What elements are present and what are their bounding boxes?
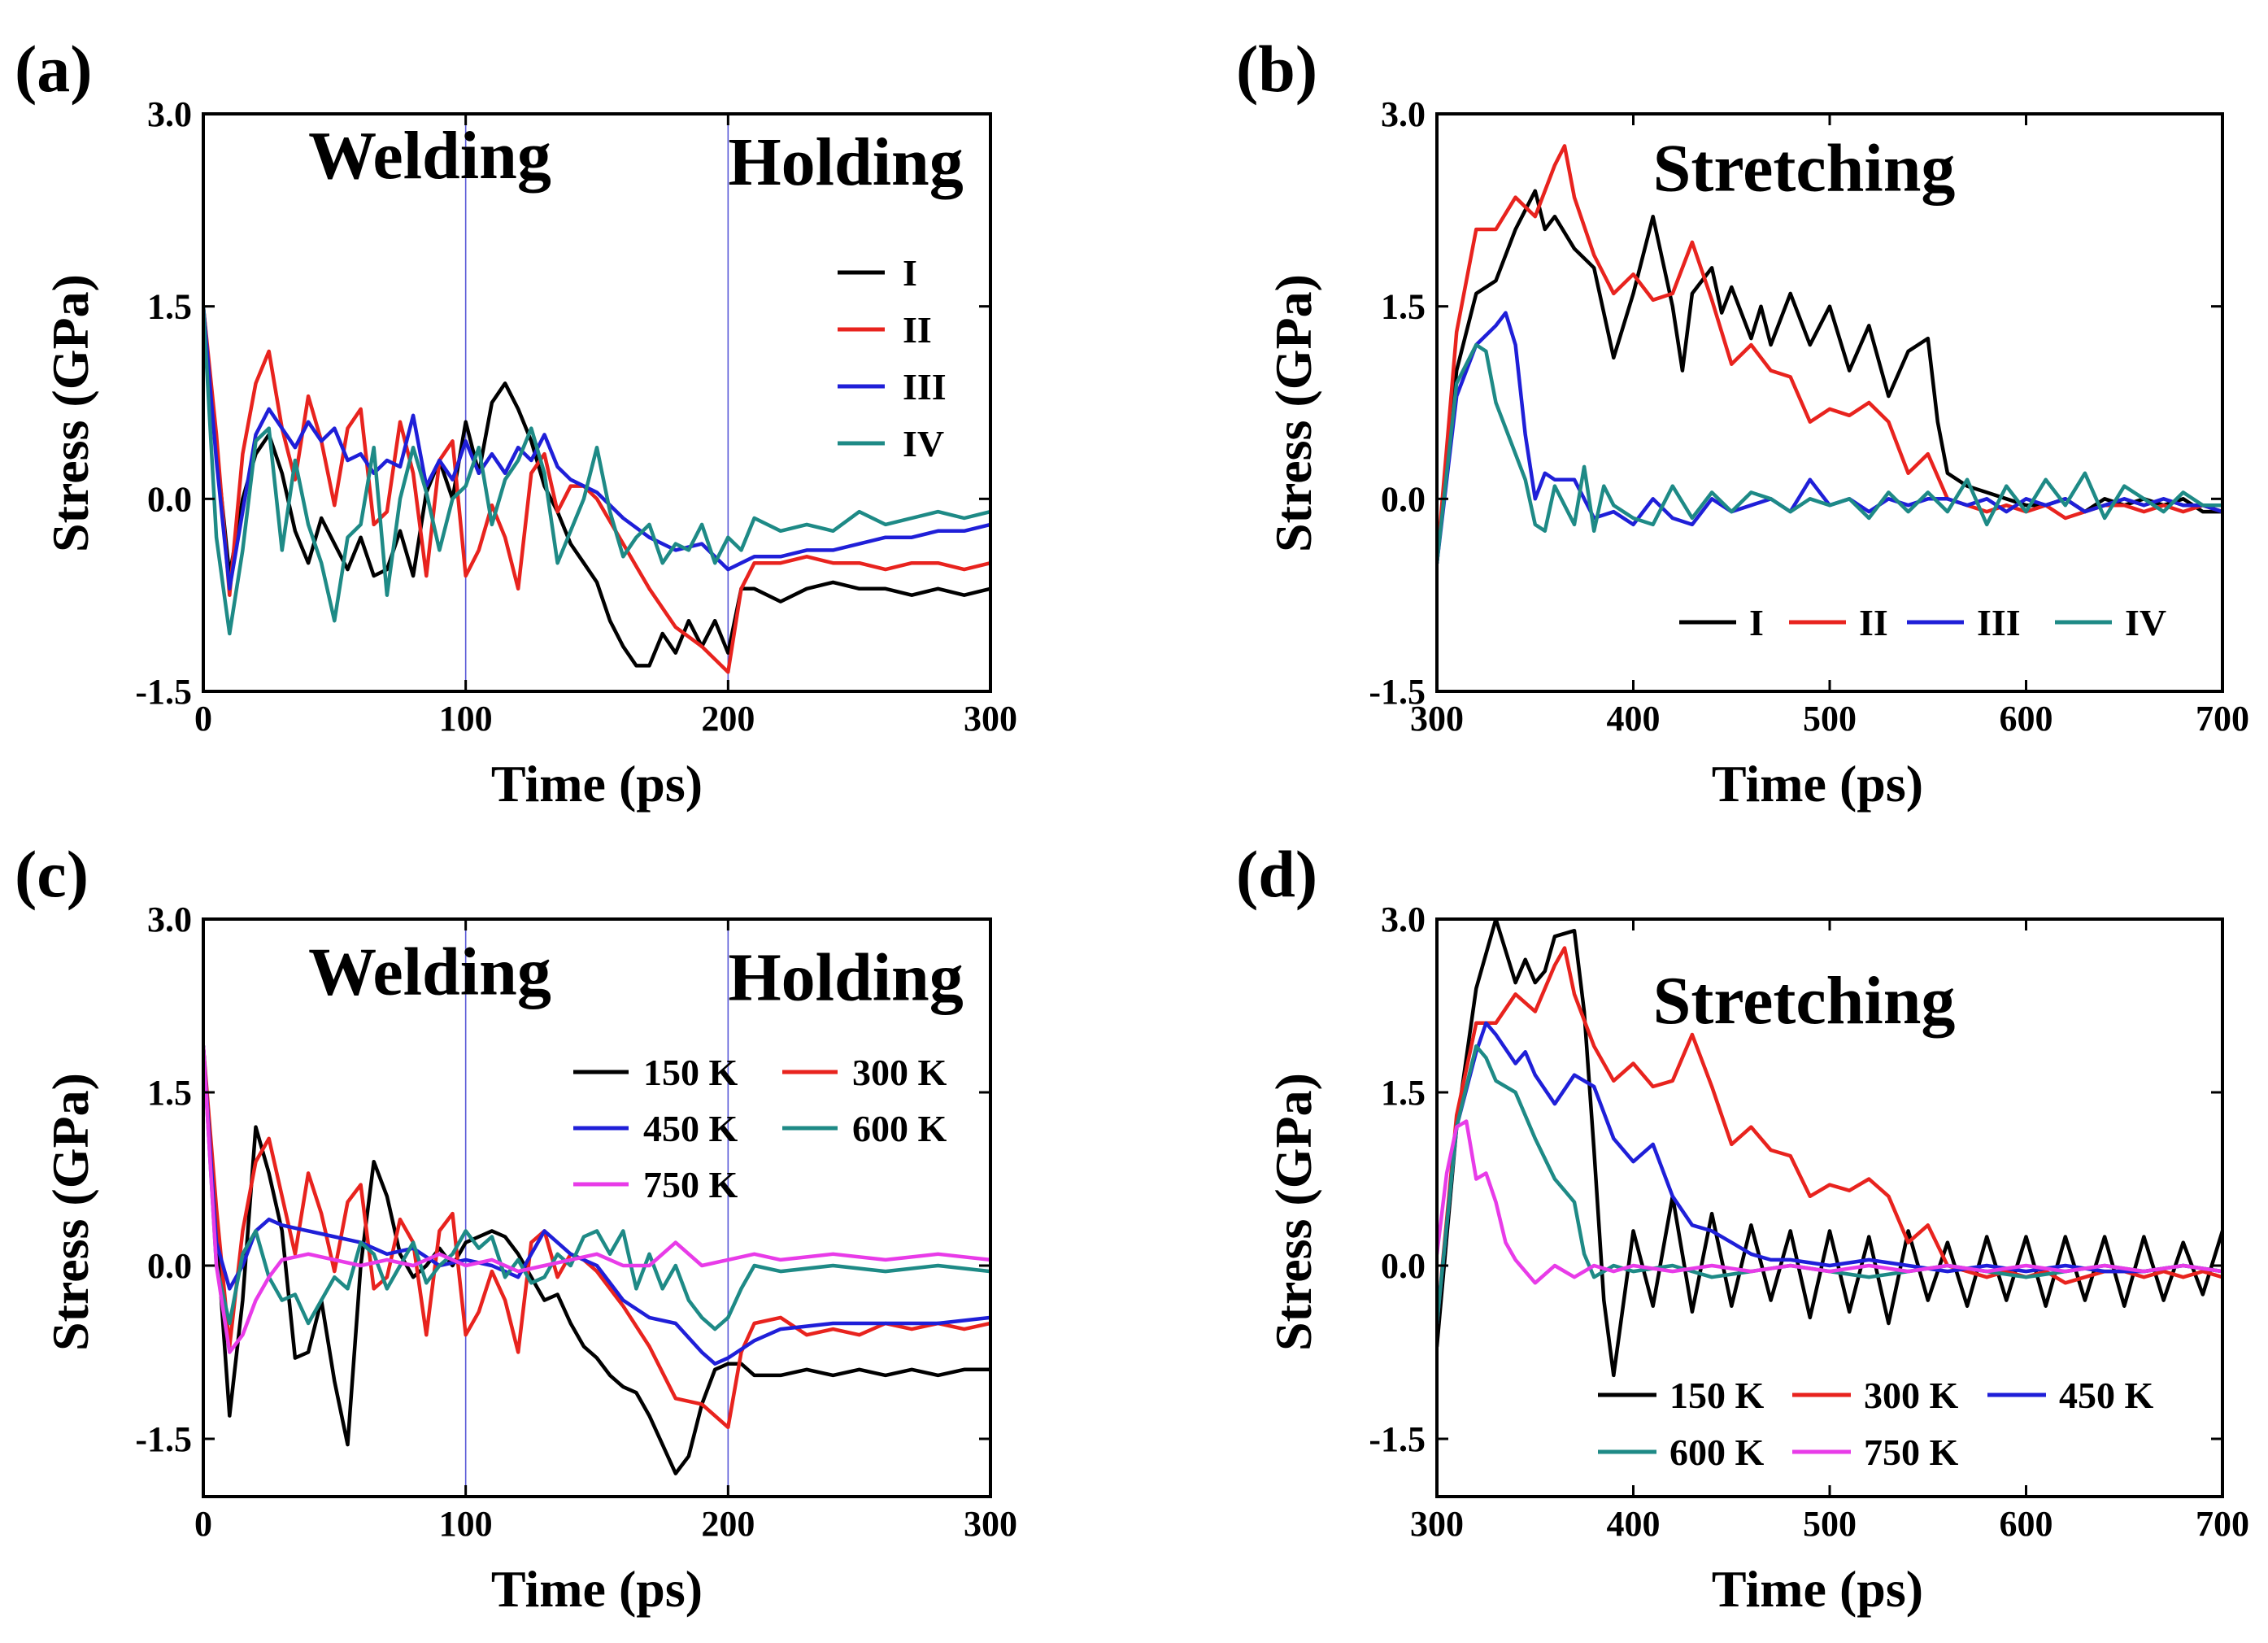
panel-a-legend-label-iii: III xyxy=(903,366,947,407)
panel-b-ytick-label: 3.0 xyxy=(1381,94,1426,134)
panel-d-series-450-k-line xyxy=(1437,1021,2222,1326)
panel-d-ytick-label: 3.0 xyxy=(1381,900,1426,939)
panel-d-xtick-label: 600 xyxy=(2000,1504,2053,1544)
panel-a-ytick-label: 3.0 xyxy=(147,94,192,134)
panel-a-legend-label-ii: II xyxy=(903,309,932,351)
panel-a-axes-frame xyxy=(202,112,992,693)
panel-c-annotation-welding: Welding xyxy=(308,934,551,1009)
panel-c-legend: 150 K 300 K 450 K 600 K 750 K xyxy=(573,1052,947,1205)
panel-b-label: (b) xyxy=(1236,32,1317,106)
panel-c-series-150-k-line xyxy=(203,1044,990,1475)
panel-b-xtick-label: 500 xyxy=(1803,699,1857,739)
panel-d-xtick-label: 500 xyxy=(1803,1504,1857,1544)
panel-c-ytick-label: 1.5 xyxy=(147,1073,192,1113)
panel-c-xtick-label: 300 xyxy=(964,1504,1017,1544)
panel-b-series-iii-line xyxy=(1437,311,2222,565)
panel-c-legend-label-750-k: 750 K xyxy=(643,1164,738,1205)
panel-a-annotation-welding: Welding xyxy=(308,118,551,194)
panel-c-ytick-label: 3.0 xyxy=(147,900,192,939)
panel-c-ytick-label: 0.0 xyxy=(147,1246,192,1286)
panel-c-legend-label-600-k: 600 K xyxy=(852,1108,947,1149)
panel-b-xlabel: Time (ps) xyxy=(1712,755,1923,813)
panel-d-legend-label-450-k: 450 K xyxy=(2059,1375,2154,1416)
panel-a-xtick-label: 100 xyxy=(439,699,493,739)
panel-c-xlabel: Time (ps) xyxy=(491,1560,703,1618)
panel-d-legend-label-300-k: 300 K xyxy=(1864,1375,1959,1416)
panel-b-legend-label-iv: IV xyxy=(2125,602,2166,643)
panel-b-ytick-label: 0.0 xyxy=(1381,479,1426,519)
panel-a-annotation-holding: Holding xyxy=(728,124,963,200)
panel-a-series-iii-line xyxy=(203,304,990,591)
panel-c-legend-label-300-k: 300 K xyxy=(852,1052,947,1093)
panel-b-xtick-label: 300 xyxy=(1410,699,1464,739)
panel-d-legend-label-750-k: 750 K xyxy=(1864,1432,1959,1473)
panel-a-label: (a) xyxy=(15,32,93,106)
panel-d: (d) Stress (GPa) Time (ps) 300 400 500 600 7… xyxy=(1236,837,2249,1618)
panel-c-axes-frame xyxy=(202,917,992,1498)
panel-d-xtick-label: 400 xyxy=(1607,1504,1661,1544)
panel-c-ytick-label: -1.5 xyxy=(135,1419,192,1459)
panel-a-ytick-label: -1.5 xyxy=(135,672,192,712)
panel-b-legend-label-iii: III xyxy=(1977,602,2021,643)
panel-c-xtick-label: 200 xyxy=(701,1504,755,1544)
panel-c-ylabel: Stress (GPa) xyxy=(41,1073,99,1351)
panel-c-xtick-label: 100 xyxy=(439,1504,493,1544)
panel-d-ytick-label: -1.5 xyxy=(1369,1419,1426,1459)
panel-b-annotation-stretching: Stretching xyxy=(1653,131,1956,207)
panel-d-label: (d) xyxy=(1236,837,1317,911)
panel-b-ytick-label: -1.5 xyxy=(1369,672,1426,712)
panel-b: (b) Stress (GPa) Time (ps) 300 400 500 600 7… xyxy=(1236,32,2249,813)
panel-b-xtick-label: 400 xyxy=(1607,699,1661,739)
panel-c: (c) Stress (GPa) Time (ps) 0 100 200 300 -1.… xyxy=(15,837,1017,1618)
panel-b-legend-label-i: I xyxy=(1749,602,1764,643)
panel-a-series-ii-line xyxy=(203,304,990,674)
panel-d-xlabel: Time (ps) xyxy=(1712,1560,1923,1618)
panel-b-ylabel: Stress (GPa) xyxy=(1265,274,1322,552)
panel-d-series-750-k-line xyxy=(1437,1119,2222,1285)
panel-d-series-300-k-line xyxy=(1437,946,2222,1326)
panel-b-series-iv-line xyxy=(1437,342,2222,565)
panel-a-xtick-label: 300 xyxy=(964,699,1017,739)
panel-a-ytick-label: 0.0 xyxy=(147,479,192,519)
panel-a-series-iv-line xyxy=(203,304,990,636)
panel-d-annotation-stretching: Stretching xyxy=(1653,963,1956,1039)
panel-c-legend-label-150-k: 150 K xyxy=(643,1052,738,1093)
panel-d-xtick-label: 300 xyxy=(1410,1504,1464,1544)
panel-c-annotation-holding: Holding xyxy=(728,939,963,1015)
panel-b-legend: I II III IV xyxy=(1679,602,2166,643)
panel-d-ytick-label: 1.5 xyxy=(1381,1073,1426,1113)
panel-d-xtick-label: 700 xyxy=(2196,1504,2249,1544)
panel-c-series-450-k-line xyxy=(203,1044,990,1366)
panel-a-xtick-label: 200 xyxy=(701,699,755,739)
panel-a-legend-label-i: I xyxy=(903,252,917,294)
panel-c-series-300-k-line xyxy=(203,1044,990,1430)
panel-b-ytick-label: 1.5 xyxy=(1381,287,1426,327)
panel-a-xtick-label: 0 xyxy=(194,699,212,739)
panel-a-ylabel: Stress (GPa) xyxy=(41,274,99,552)
panel-d-ylabel: Stress (GPa) xyxy=(1265,1073,1322,1351)
panel-c-xtick-label: 0 xyxy=(194,1504,212,1544)
panel-a-ytick-label: 1.5 xyxy=(147,287,192,327)
panel-d-plot-area: 300 400 500 600 700 -1.5 0.0 1.5 3.0 Stretching 15… xyxy=(1369,900,2249,1544)
panel-b-xtick-label: 600 xyxy=(2000,699,2053,739)
panel-a: (a) Stress (GPa) Time (ps) 0 100 200 300 -1.… xyxy=(15,32,1017,813)
panel-d-legend-label-600-k: 600 K xyxy=(1669,1432,1765,1473)
panel-c-series-750-k-line xyxy=(203,1044,990,1354)
panel-b-legend-label-ii: II xyxy=(1859,602,1888,643)
panel-a-legend-label-iv: IV xyxy=(903,423,944,464)
panel-c-legend-label-450-k: 450 K xyxy=(643,1108,738,1149)
panel-d-ytick-label: 0.0 xyxy=(1381,1246,1426,1286)
panel-d-legend-label-150-k: 150 K xyxy=(1669,1375,1765,1416)
panel-b-xtick-label: 700 xyxy=(2196,699,2249,739)
panel-c-plot-area: 0 100 200 300 -1.5 0.0 1.5 3.0 Welding Holding 150… xyxy=(135,900,1017,1544)
panel-d-series-600-k-line xyxy=(1437,1044,2222,1326)
panel-c-label: (c) xyxy=(15,837,89,911)
panel-a-xlabel: Time (ps) xyxy=(491,755,703,813)
panel-d-legend: 150 K 300 K 450 K 600 K 750 K xyxy=(1598,1375,2154,1473)
